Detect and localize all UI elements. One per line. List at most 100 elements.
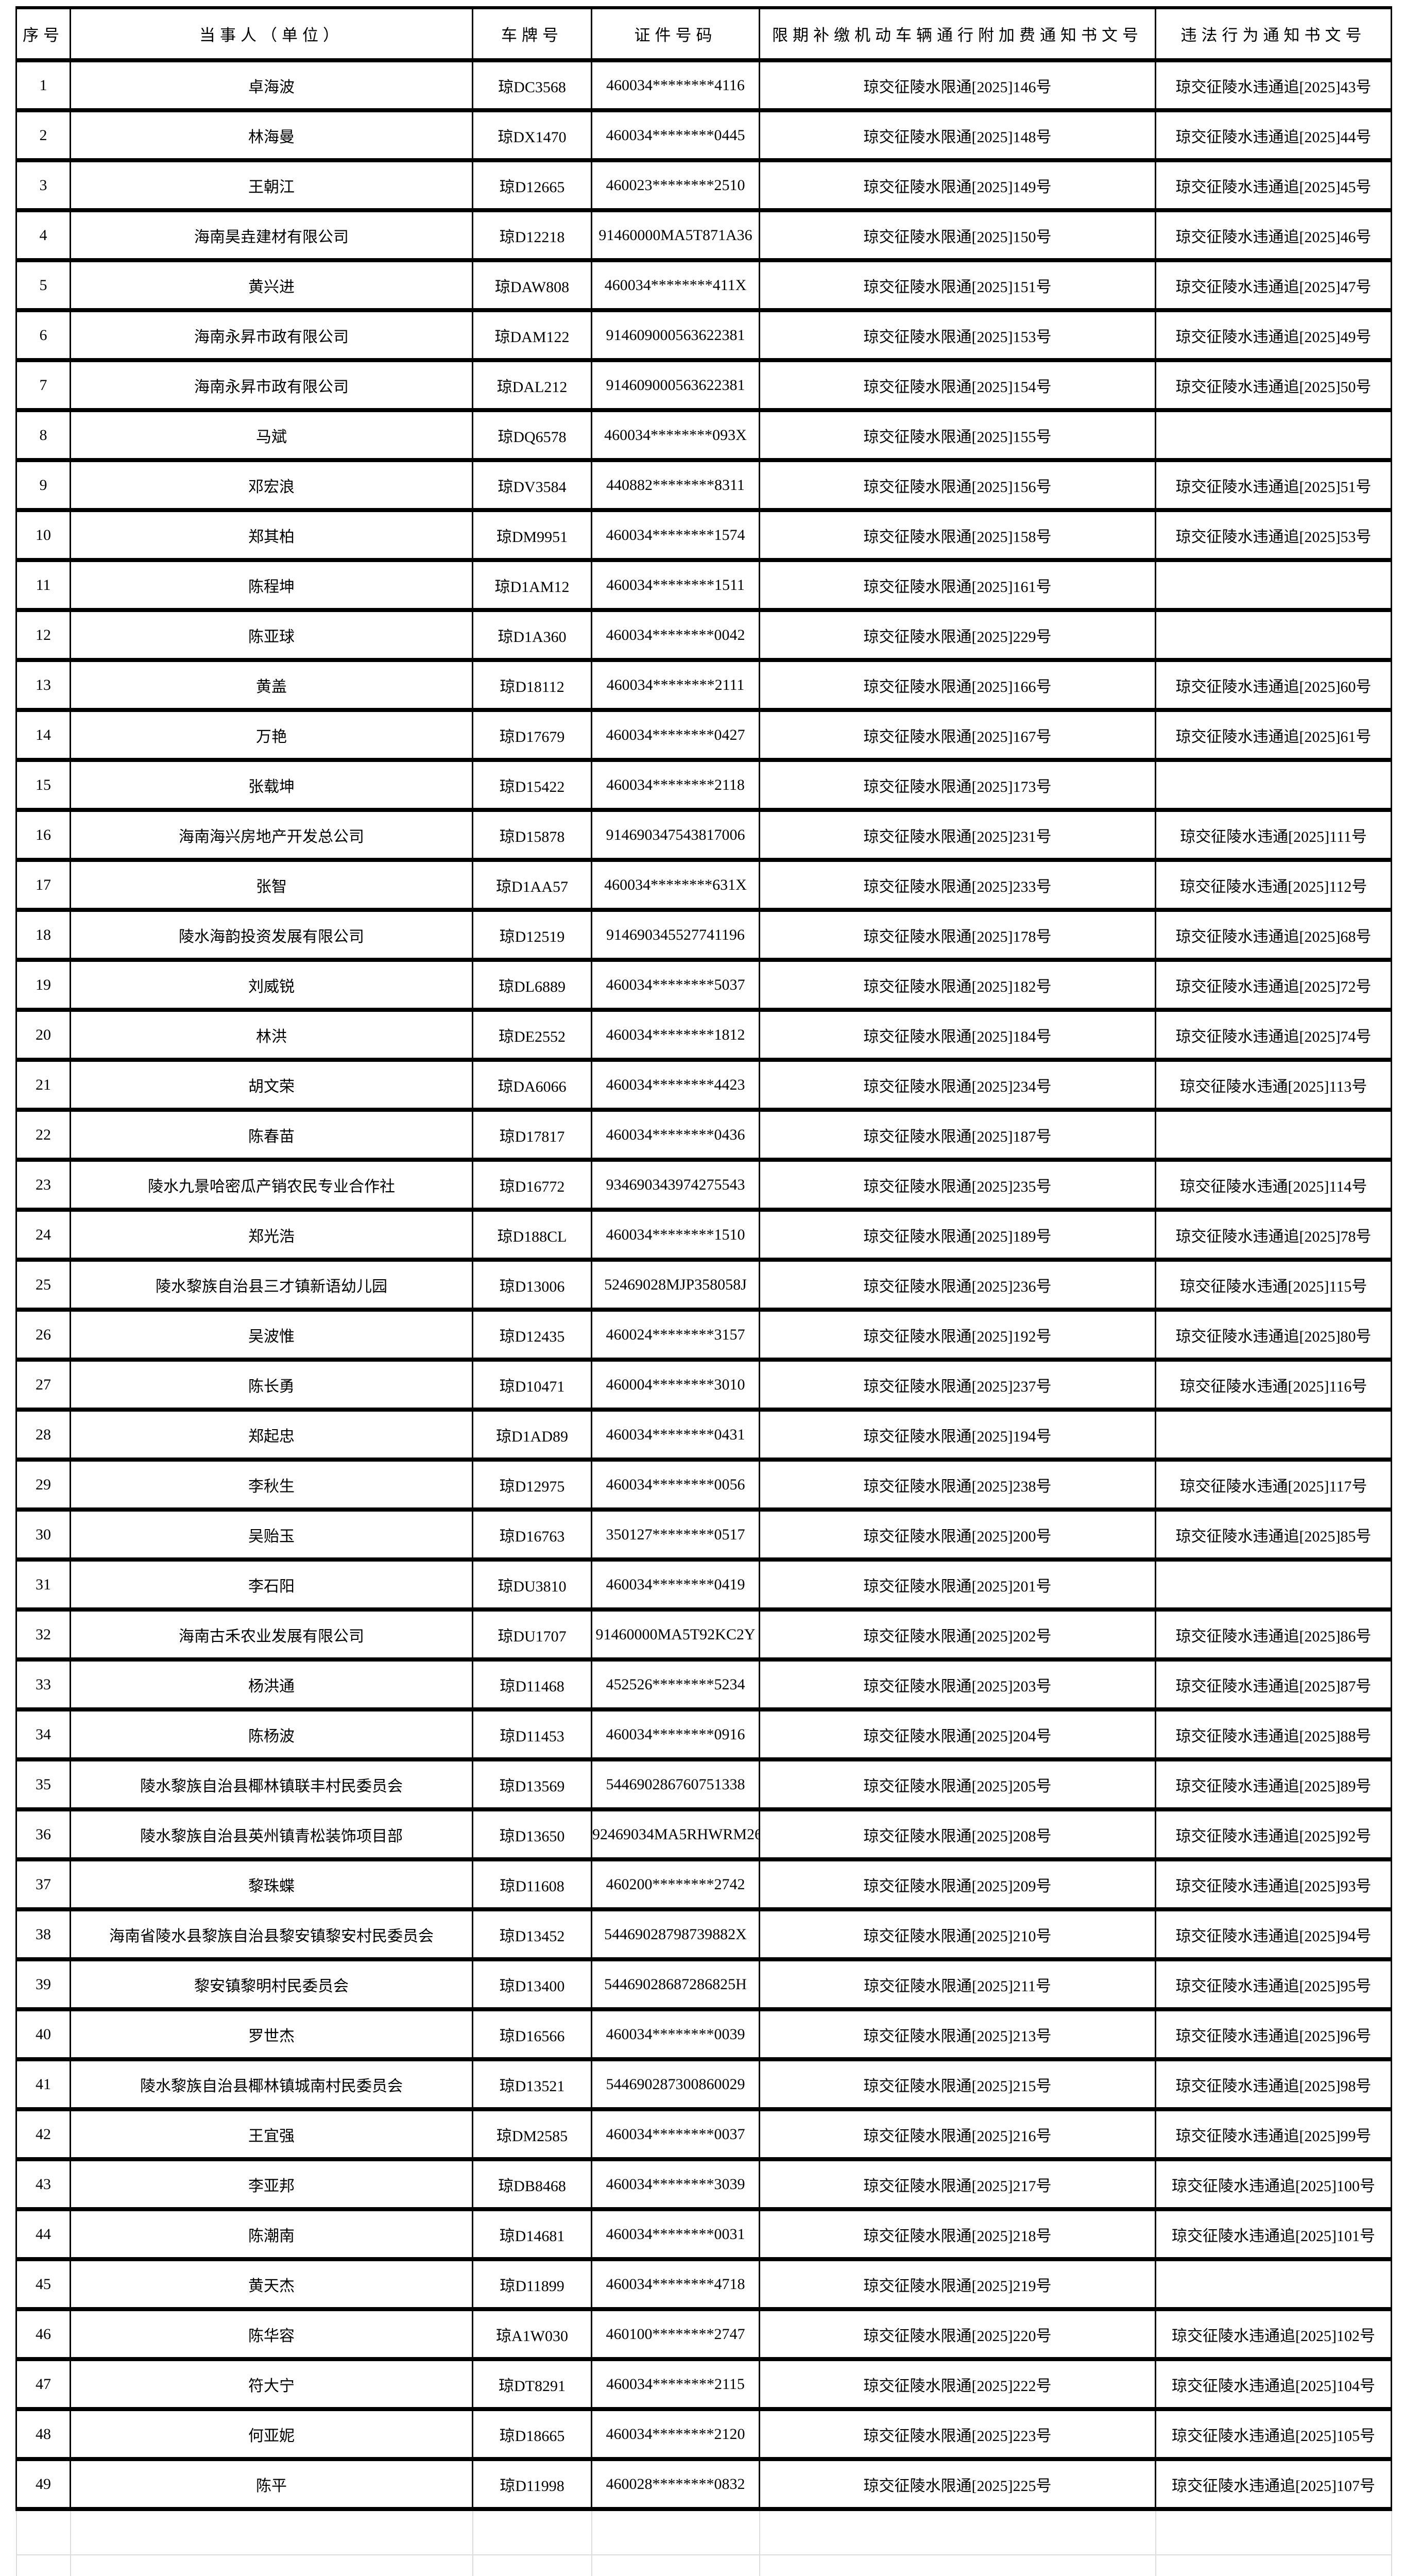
cell-party: 陈程坤 xyxy=(70,560,473,612)
cell-violation_notice: 琼交征陵水违通追[2025]98号 xyxy=(1155,2059,1392,2111)
cell-violation_notice: 琼交征陵水违通[2025]114号 xyxy=(1155,1160,1392,1212)
empty-cell xyxy=(472,2509,592,2555)
cell-plate: 琼DC3568 xyxy=(472,60,592,112)
cell-no: 18 xyxy=(15,910,71,962)
cell-violation_notice xyxy=(1155,1110,1392,1162)
cell-violation_notice: 琼交征陵水违通[2025]115号 xyxy=(1155,1260,1392,1312)
cell-payment_notice: 琼交征陵水限通[2025]194号 xyxy=(759,1410,1156,1462)
cell-id_number: 460034********0445 xyxy=(591,110,760,162)
table-row: 24 郑光浩 琼D188CL 460034********1510 琼交征陵水限通[20… xyxy=(15,1210,1392,1262)
cell-payment_notice: 琼交征陵水限通[2025]237号 xyxy=(759,1360,1156,1412)
cell-no: 17 xyxy=(15,860,71,912)
cell-plate: 琼DB8468 xyxy=(472,2159,592,2211)
table-row: 36 陵水黎族自治县英州镇青松装饰项目部 琼D13650 92469034MA5RHW… xyxy=(15,1809,1392,1861)
cell-payment_notice: 琼交征陵水限通[2025]202号 xyxy=(759,1609,1156,1662)
header-row: 序号 当事人（单位） 车牌号 证件号码 限期补缴机动车辆通行附加费通知书文号 违… xyxy=(15,6,1392,62)
cell-id_number: 914609000563622381 xyxy=(591,310,760,362)
cell-party: 何亚妮 xyxy=(70,2409,473,2461)
cell-id_number: 91460000MA5T871A36 xyxy=(591,210,760,262)
cell-id_number: 460034********1510 xyxy=(591,1210,760,1262)
table-row: 11 陈程坤 琼D1AM12 460034********1511 琼交征陵水限通[20… xyxy=(15,560,1392,612)
cell-party: 黄兴进 xyxy=(70,260,473,312)
cell-id_number: 460034********0427 xyxy=(591,710,760,762)
cell-violation_notice xyxy=(1155,410,1392,462)
cell-no: 46 xyxy=(15,2309,71,2361)
cell-no: 36 xyxy=(15,1809,71,1861)
cell-plate: 琼D1AA57 xyxy=(472,860,592,912)
cell-id_number: 54469028687286825H xyxy=(591,1959,760,2011)
cell-plate: 琼D15422 xyxy=(472,760,592,812)
cell-payment_notice: 琼交征陵水限通[2025]173号 xyxy=(759,760,1156,812)
cell-no: 31 xyxy=(15,1560,71,1612)
cell-no: 4 xyxy=(15,210,71,262)
table-row: 41 陵水黎族自治县椰林镇城南村民委员会 琼D13521 54469028730086… xyxy=(15,2059,1392,2111)
cell-party: 林洪 xyxy=(70,1010,473,1062)
cell-no: 28 xyxy=(15,1410,71,1462)
cell-plate: 琼D13650 xyxy=(472,1809,592,1861)
empty-cell xyxy=(759,2509,1156,2555)
cell-payment_notice: 琼交征陵水限通[2025]151号 xyxy=(759,260,1156,312)
cell-payment_notice: 琼交征陵水限通[2025]219号 xyxy=(759,2259,1156,2311)
cell-violation_notice: 琼交征陵水违通追[2025]60号 xyxy=(1155,660,1392,712)
cell-plate: 琼D11453 xyxy=(472,1709,592,1761)
cell-party: 陈亚球 xyxy=(70,610,473,662)
cell-no: 11 xyxy=(15,560,71,612)
cell-payment_notice: 琼交征陵水限通[2025]201号 xyxy=(759,1560,1156,1612)
cell-violation_notice: 琼交征陵水违通追[2025]72号 xyxy=(1155,960,1392,1012)
cell-payment_notice: 琼交征陵水限通[2025]154号 xyxy=(759,360,1156,412)
cell-plate: 琼D13452 xyxy=(472,1909,592,1961)
cell-violation_notice: 琼交征陵水违通[2025]117号 xyxy=(1155,1460,1392,1512)
table-row: 3 王朝江 琼D12665 460023********2510 琼交征陵水限通[202… xyxy=(15,160,1392,212)
cell-plate: 琼D188CL xyxy=(472,1210,592,1262)
cell-payment_notice: 琼交征陵水限通[2025]229号 xyxy=(759,610,1156,662)
cell-no: 3 xyxy=(15,160,71,212)
cell-plate: 琼D16763 xyxy=(472,1510,592,1562)
cell-payment_notice: 琼交征陵水限通[2025]155号 xyxy=(759,410,1156,462)
empty-cell xyxy=(15,2509,71,2555)
cell-party: 杨洪通 xyxy=(70,1659,473,1711)
table-row: 9 邓宏浪 琼DV3584 440882********8311 琼交征陵水限通[202… xyxy=(15,460,1392,512)
empty-cell xyxy=(1155,2555,1392,2576)
cell-no: 30 xyxy=(15,1510,71,1562)
table-row: 22 陈春苗 琼D17817 460034********0436 琼交征陵水限通[20… xyxy=(15,1110,1392,1162)
cell-no: 22 xyxy=(15,1110,71,1162)
cell-violation_notice: 琼交征陵水违通追[2025]47号 xyxy=(1155,260,1392,312)
cell-payment_notice: 琼交征陵水限通[2025]217号 xyxy=(759,2159,1156,2211)
cell-plate: 琼D16772 xyxy=(472,1160,592,1212)
cell-id_number: 914690347543817006 xyxy=(591,810,760,862)
cell-violation_notice: 琼交征陵水违通[2025]112号 xyxy=(1155,860,1392,912)
cell-id_number: 460034********2111 xyxy=(591,660,760,712)
cell-party: 王宜强 xyxy=(70,2109,473,2161)
cell-id_number: 92469034MA5RHWRM26 xyxy=(591,1809,760,1861)
cell-party: 李亚邦 xyxy=(70,2159,473,2211)
table-row: 25 陵水黎族自治县三才镇新语幼儿园 琼D13006 52469028MJP35805… xyxy=(15,1260,1392,1312)
cell-payment_notice: 琼交征陵水限通[2025]204号 xyxy=(759,1709,1156,1761)
cell-party: 马斌 xyxy=(70,410,473,462)
cell-no: 29 xyxy=(15,1460,71,1512)
cell-plate: 琼D18665 xyxy=(472,2409,592,2461)
cell-no: 26 xyxy=(15,1310,71,1362)
empty-cell xyxy=(759,2555,1156,2576)
cell-party: 海南永昇市政有限公司 xyxy=(70,310,473,362)
cell-party: 吴贻玉 xyxy=(70,1510,473,1562)
cell-violation_notice: 琼交征陵水违通[2025]113号 xyxy=(1155,1060,1392,1112)
cell-no: 43 xyxy=(15,2159,71,2211)
table-row: 14 万艳 琼D17679 460034********0427 琼交征陵水限通[202… xyxy=(15,710,1392,762)
cell-party: 海南永昇市政有限公司 xyxy=(70,360,473,412)
cell-no: 12 xyxy=(15,610,71,662)
table-row: 33 杨洪通 琼D11468 452526********5234 琼交征陵水限通[20… xyxy=(15,1659,1392,1711)
cell-no: 27 xyxy=(15,1360,71,1412)
cell-payment_notice: 琼交征陵水限通[2025]184号 xyxy=(759,1010,1156,1062)
table-row: 46 陈华容 琼A1W030 460100********2747 琼交征陵水限通[20… xyxy=(15,2309,1392,2361)
cell-no: 37 xyxy=(15,1859,71,1911)
column-header-payment-notice: 限期补缴机动车辆通行附加费通知书文号 xyxy=(759,6,1156,62)
table-row: 43 李亚邦 琼DB8468 460034********3039 琼交征陵水限通[20… xyxy=(15,2159,1392,2211)
cell-id_number: 460024********3157 xyxy=(591,1310,760,1362)
column-header-party: 当事人（单位） xyxy=(70,6,473,62)
cell-no: 15 xyxy=(15,760,71,812)
cell-no: 9 xyxy=(15,460,71,512)
cell-payment_notice: 琼交征陵水限通[2025]146号 xyxy=(759,60,1156,112)
table-row: 18 陵水海韵投资发展有限公司 琼D12519 914690345527741196 琼… xyxy=(15,910,1392,962)
empty-table-row xyxy=(15,2555,1392,2576)
cell-no: 13 xyxy=(15,660,71,712)
